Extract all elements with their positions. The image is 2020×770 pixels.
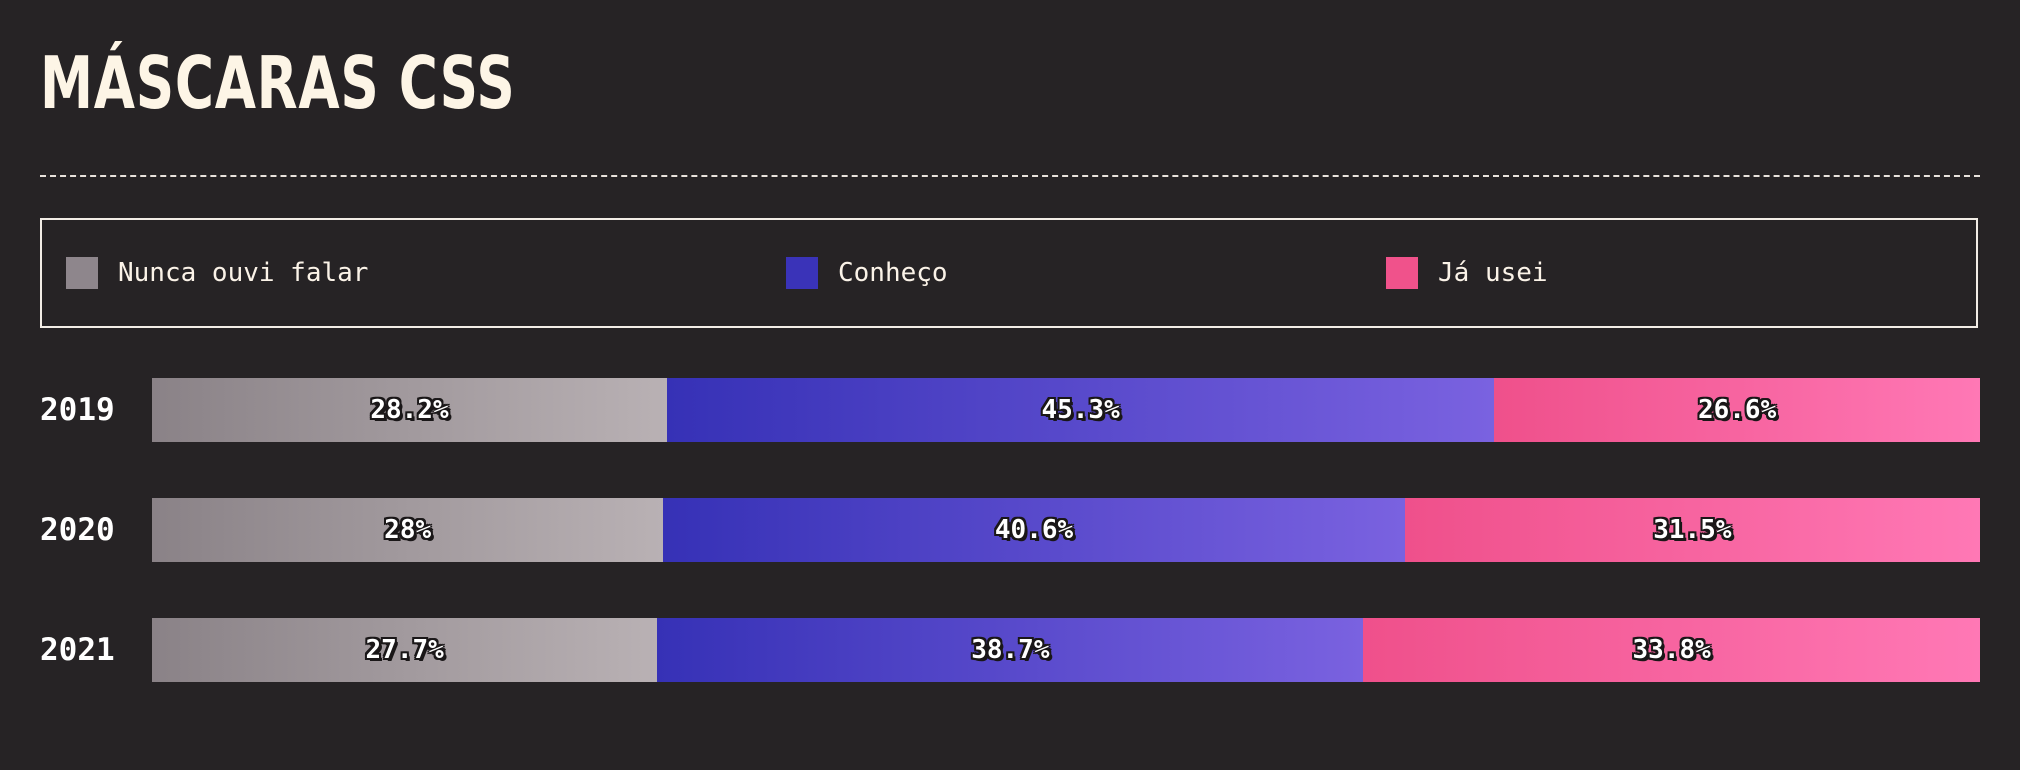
data-label-nunca-2021: 27.7% (365, 635, 444, 665)
bar-row-2019: 28.2% 45.3% 26.6% (152, 378, 1980, 442)
bar-segment-usei-2019: 26.6% (1494, 378, 1980, 442)
data-label-usei-2021: 33.8% (1632, 635, 1711, 665)
legend-label-nunca: Nunca ouvi falar (118, 258, 369, 288)
title-divider (40, 175, 1980, 177)
data-label-nunca-2020: 28% (384, 515, 432, 545)
legend: Nunca ouvi falar Conheço Já usei (40, 218, 1978, 328)
bar-segment-nunca-2021: 27.7% (152, 618, 658, 682)
legend-item-conheco: Conheço (786, 256, 948, 290)
data-label-usei-2019: 26.6% (1697, 395, 1777, 425)
data-label-nunca-2019: 28.2% (370, 395, 449, 425)
year-label-2020: 2020 (40, 512, 115, 548)
data-label-conheco-2021: 38.7% (971, 635, 1050, 665)
legend-label-conheco: Conheço (838, 258, 948, 288)
data-label-conheco-2019: 45.3% (1041, 395, 1120, 425)
year-label-2021: 2021 (40, 632, 115, 668)
legend-swatch-usei (1386, 257, 1418, 289)
bar-segment-conheco-2019: 45.3% (666, 378, 1495, 442)
data-label-usei-2020: 31.5% (1653, 515, 1732, 545)
bar-row-2021: 27.7% 38.7% 33.8% (152, 618, 1980, 682)
bar-row-2020: 28% 40.6% 31.5% (152, 498, 1980, 562)
bar-segment-conheco-2021: 38.7% (657, 618, 1364, 682)
legend-label-usei: Já usei (1438, 258, 1548, 288)
year-label-2019: 2019 (40, 392, 115, 428)
bar-segment-nunca-2019: 28.2% (152, 378, 667, 442)
bar-segment-conheco-2020: 40.6% (663, 498, 1405, 562)
legend-swatch-nunca (66, 257, 98, 289)
legend-item-nunca: Nunca ouvi falar (66, 256, 368, 290)
legend-swatch-conheco (786, 257, 818, 289)
data-label-conheco-2020: 40.6% (994, 515, 1074, 545)
legend-item-usei: Já usei (1386, 256, 1548, 290)
bar-segment-nunca-2020: 28% (152, 498, 664, 562)
bar-segment-usei-2020: 31.5% (1404, 498, 1980, 562)
chart-title: MÁSCARAS CSS (40, 41, 516, 125)
bar-segment-usei-2021: 33.8% (1363, 618, 1980, 682)
